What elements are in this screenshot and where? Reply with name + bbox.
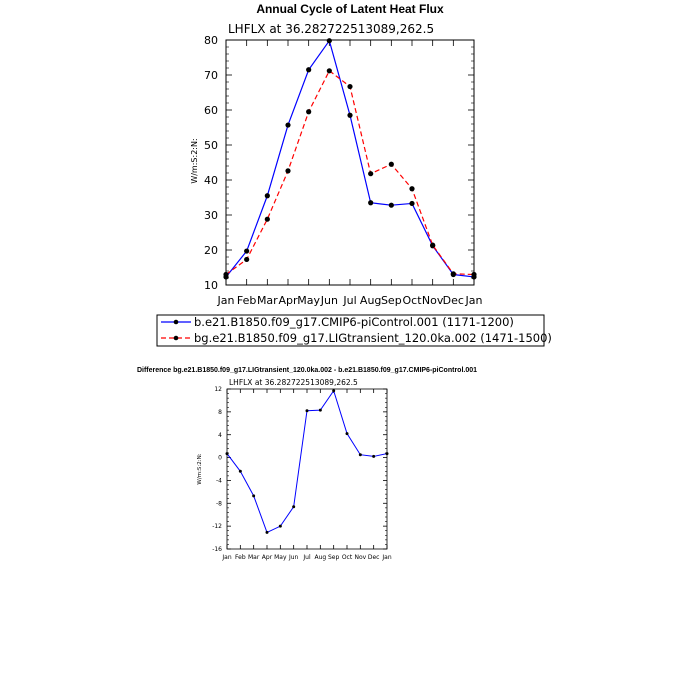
x-tick-label: Dec	[368, 554, 380, 561]
y-tick-label: 30	[204, 209, 218, 222]
series-group	[223, 38, 477, 280]
series-2-point	[409, 186, 415, 192]
x-tick-label: Oct	[402, 294, 422, 307]
chart-difference: Difference bg.e21.B1850.f09_g17.LIGtrans…	[137, 367, 477, 561]
series-2-point	[244, 256, 250, 263]
series-1-point	[385, 452, 389, 456]
legend-marker-series-2	[173, 335, 179, 341]
chart-title: Annual Cycle of Latent Heat Flux	[256, 2, 444, 16]
y-tick-label: 60	[204, 104, 218, 117]
chart-annual-cycle: Annual Cycle of Latent Heat Flux LHFLX a…	[156, 2, 552, 347]
x-tick-label: Apr	[262, 554, 273, 561]
series-1-point	[305, 409, 309, 413]
series-2-point	[347, 83, 353, 90]
legend-marker-series-1	[173, 319, 179, 325]
series-2-point	[326, 68, 332, 74]
series-1-point	[285, 122, 291, 128]
y-tick-label: 8	[218, 409, 222, 416]
series-1-point	[409, 200, 415, 207]
series-1-point	[345, 432, 349, 436]
y-tick-label: -8	[216, 500, 222, 507]
legend-label-series-1: b.e21.B1850.f09_g17.CMIP6-piControl.001 …	[194, 315, 514, 329]
series-1-point	[238, 469, 242, 473]
series-1-point	[332, 389, 336, 393]
series-1-point	[358, 453, 362, 457]
plot-frame	[225, 39, 475, 286]
x-tick-label: Jan	[465, 294, 483, 307]
x-tick-label: May	[274, 554, 287, 561]
y-tick-label: 0	[218, 455, 222, 462]
x-tick-label: Jul	[302, 554, 311, 561]
series-2-point	[388, 161, 394, 167]
series-1-point	[225, 452, 229, 456]
x-tick-label: Aug	[360, 294, 381, 307]
x-tick-label: Nov	[422, 294, 444, 307]
x-tick-label: Mar	[257, 294, 278, 307]
series-1-point	[318, 408, 322, 412]
series-1-point	[278, 524, 282, 528]
legend-box	[156, 314, 545, 347]
y-tick-label: -16	[212, 546, 222, 553]
x-tick-label: Apr	[278, 294, 298, 307]
series-line-2	[225, 69, 475, 276]
series-1-point	[368, 200, 374, 206]
x-tick-label: Dec	[443, 294, 464, 307]
series-1-point	[372, 454, 376, 458]
series-2-point	[285, 168, 291, 174]
x-tick-label: Aug	[314, 554, 326, 561]
y-tick-label: -4	[216, 478, 222, 485]
y-tick-label: 50	[204, 139, 218, 152]
series-1-point	[264, 193, 270, 199]
legend-label-series-2: bg.e21.B1850.f09_g17.LIGtransient_120.0k…	[194, 331, 552, 345]
series-2-point	[306, 109, 312, 115]
series-2-point	[264, 216, 270, 222]
chart-subtitle: LHFLX at 36.282722513089,262.5	[228, 22, 434, 36]
x-tick-label: May	[297, 294, 320, 307]
chart-title: Difference bg.e21.B1850.f09_g17.LIGtrans…	[137, 367, 477, 374]
series-2-point	[471, 271, 477, 278]
series-line-1	[225, 39, 475, 278]
series-1-point	[347, 112, 353, 118]
y-tick-label: 70	[204, 69, 218, 82]
x-tick-label: Jan	[221, 554, 231, 561]
x-tick-label: Nov	[354, 554, 366, 561]
y-tick-label: 40	[204, 174, 218, 187]
y-tick-label: 80	[204, 34, 218, 47]
x-tick-label: Jun	[320, 294, 338, 307]
series-2-point	[223, 271, 229, 278]
x-tick-label: Jul	[342, 294, 356, 307]
series-1-point	[265, 530, 269, 534]
x-tick-label: Feb	[237, 294, 256, 307]
x-tick-label: Jan	[217, 294, 235, 307]
x-tick-label: Jan	[381, 554, 391, 561]
y-tick-label: 12	[214, 386, 222, 393]
series-2-point	[450, 271, 456, 277]
series-1-point	[388, 202, 394, 208]
x-tick-label: Sep	[328, 554, 340, 561]
y-tick-label: 20	[204, 244, 218, 257]
y-tick-label: -12	[212, 523, 222, 530]
axes: -16 -12 -8 -4 0 4 8 12 Jan Feb Mar Apr May Jun Jul Aug S…	[212, 386, 392, 561]
x-tick-label: Sep	[381, 294, 402, 307]
series-1-point	[244, 248, 250, 254]
y-axis-label: W/m:S:2:N:	[190, 138, 199, 183]
x-tick-label: Feb	[235, 554, 246, 561]
series-group	[225, 389, 389, 534]
series-2-point	[368, 171, 374, 177]
x-tick-label: Mar	[248, 554, 260, 561]
x-tick-label: Jun	[288, 554, 299, 561]
series-2-point	[430, 242, 436, 248]
series-1-point	[306, 67, 312, 73]
series-1-point	[292, 505, 296, 509]
x-tick-label: Oct	[342, 554, 353, 561]
series-1-point	[252, 494, 256, 498]
chart-subtitle: LHFLX at 36.282722513089,262.5	[229, 378, 358, 387]
legend: b.e21.B1850.f09_g17.CMIP6-piControl.001 …	[156, 314, 552, 347]
y-axis-label: W/m:S:2:N:	[197, 453, 203, 484]
y-tick-label: 10	[204, 279, 218, 292]
y-tick-label: 4	[218, 432, 222, 439]
series-1-point	[326, 38, 332, 44]
